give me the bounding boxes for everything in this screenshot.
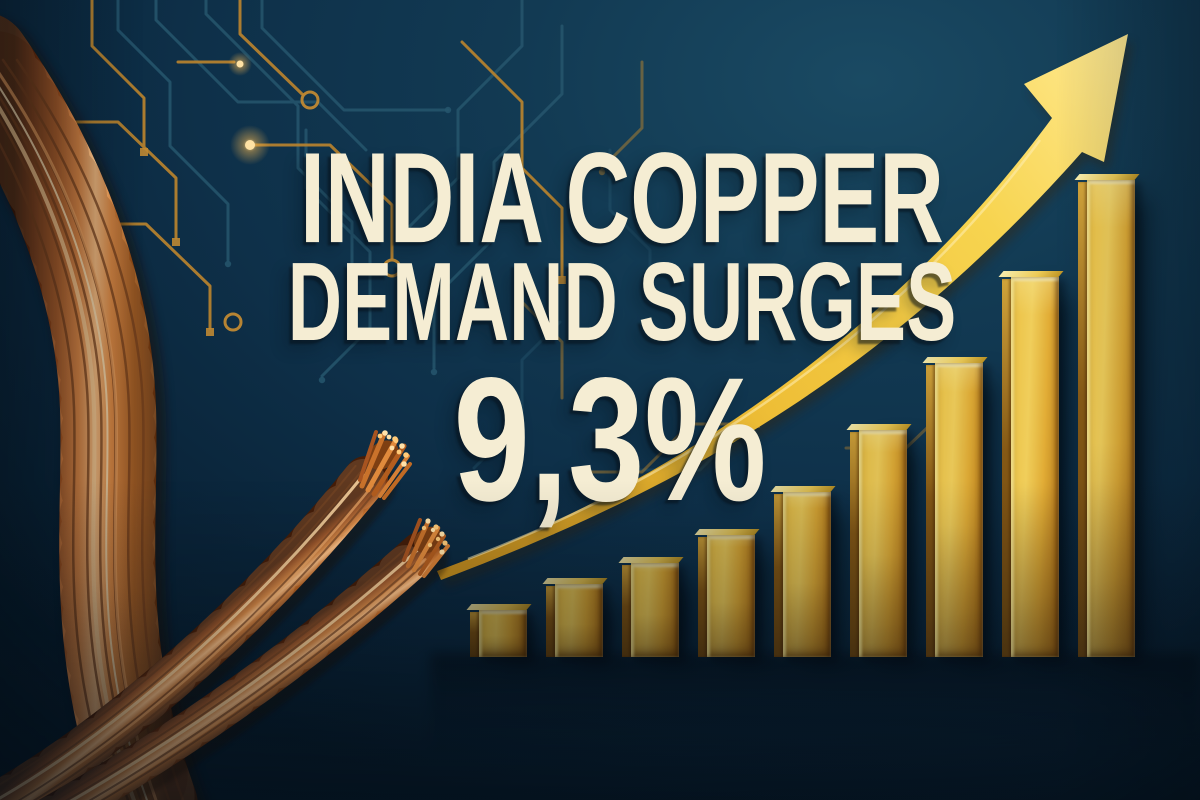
bar <box>698 535 755 657</box>
bar <box>774 492 831 657</box>
bar <box>850 430 907 657</box>
bar <box>622 563 679 657</box>
bar <box>1078 180 1135 657</box>
bar <box>470 610 527 657</box>
headline-percentage: 9,3% <box>453 341 767 539</box>
bar <box>926 363 983 657</box>
bar <box>1002 277 1059 657</box>
bar <box>546 584 603 657</box>
